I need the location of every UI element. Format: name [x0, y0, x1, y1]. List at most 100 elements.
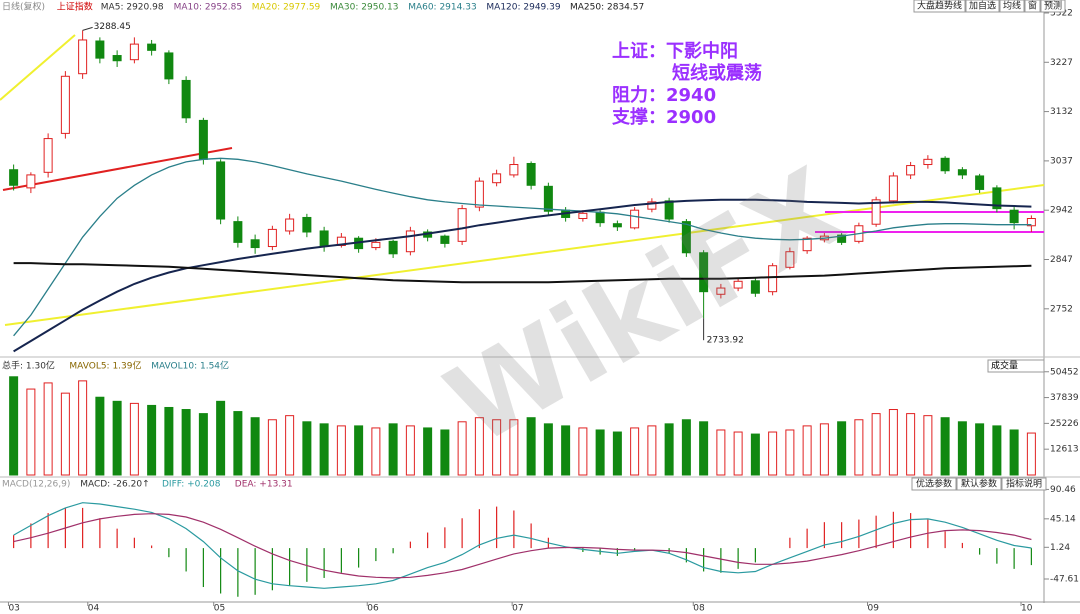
candle-body — [302, 216, 312, 233]
volume-bar — [733, 431, 743, 476]
volume-bar — [923, 415, 933, 476]
legend-item: MA20: 2977.59 — [252, 3, 321, 13]
candle-body — [906, 165, 916, 176]
indicator-button-label[interactable]: 优选参数 — [916, 478, 952, 490]
indicator-button[interactable] — [911, 477, 957, 491]
x-tick-label: 08 — [693, 604, 705, 614]
volume-legend: MAVOL5: 1.39亿 — [69, 360, 141, 372]
volume-bar — [60, 392, 70, 476]
volume-bar — [164, 406, 174, 476]
toolbar-button-label[interactable]: 窗 — [1028, 0, 1037, 12]
volume-bar — [9, 376, 19, 476]
macd-line — [13, 513, 1032, 579]
toolbar-button-label[interactable]: 预测 — [1044, 1, 1062, 12]
volume-select-label[interactable]: 成交量 — [991, 360, 1018, 372]
volume-bar — [336, 425, 346, 476]
volume-legend: 总手: 1.30亿 — [2, 360, 55, 372]
toolbar-button[interactable] — [965, 0, 1000, 13]
volume-bar — [388, 423, 398, 476]
volume-bar — [940, 417, 950, 476]
candle-body — [1026, 218, 1036, 227]
candle-body — [440, 235, 450, 244]
legend-item: MA5: 2920.98 — [101, 3, 164, 13]
candle-body — [837, 234, 847, 243]
candle-body — [95, 40, 105, 59]
candle-body — [267, 228, 277, 248]
ma-line — [13, 262, 1032, 284]
indicator-button[interactable] — [1001, 477, 1047, 491]
candle-body — [43, 138, 53, 173]
volume-bar — [267, 419, 277, 476]
volume-bar — [561, 425, 571, 476]
candle-body — [388, 240, 398, 255]
volume-legend: MAVOL10: 1.54亿 — [151, 360, 229, 372]
candle-body — [699, 252, 709, 293]
volume-bar — [181, 409, 191, 476]
volume-bar — [595, 429, 605, 476]
volume-select[interactable] — [987, 359, 1045, 373]
volume-bar — [768, 431, 778, 476]
candle-body — [578, 212, 588, 220]
candle-body — [750, 280, 760, 294]
candle-body — [457, 208, 467, 242]
y-tick-label: 2942 — [1050, 206, 1073, 216]
y-tick-label: 1.24 — [1050, 543, 1070, 553]
y-tick-label: 25226 — [1050, 419, 1079, 429]
volume-bar — [250, 417, 260, 476]
candle-body — [630, 209, 640, 229]
volume-bar — [285, 415, 295, 476]
candle-body — [716, 287, 726, 295]
y-tick-label: 2752 — [1050, 304, 1073, 314]
x-tick-label: 10 — [1021, 604, 1033, 614]
volume-bar — [1026, 432, 1036, 476]
legend-item: MA10: 2952.85 — [174, 3, 242, 13]
volume-bar — [95, 396, 105, 476]
toolbar-button-label[interactable]: 均线 — [1003, 0, 1021, 12]
volume-bar — [612, 431, 622, 476]
candle-body — [768, 265, 778, 293]
toolbar-button-label[interactable]: 加自选 — [969, 0, 996, 12]
volume-bar — [26, 388, 36, 476]
toolbar-button-label[interactable]: 大盘趋势线 — [917, 0, 962, 12]
macd-legend: DIFF: +0.208 — [162, 480, 221, 490]
candle-body — [785, 251, 795, 268]
volume-bar — [854, 419, 864, 476]
indicator-button-label[interactable]: 指标说明 — [1006, 478, 1042, 490]
volume-bar — [837, 421, 847, 476]
volume-bar — [750, 433, 760, 476]
toolbar-button[interactable] — [913, 0, 966, 13]
annotation: 阻力：2940 — [612, 85, 716, 106]
volume-bar — [543, 423, 553, 476]
legend-item: MA30: 2950.13 — [330, 3, 398, 13]
indicator-button-label[interactable]: 默认参数 — [961, 478, 997, 490]
legend-item: 上证指数 — [57, 1, 93, 13]
toolbar-button[interactable] — [1024, 0, 1041, 13]
toolbar-button[interactable] — [1040, 0, 1066, 13]
candle-body — [371, 241, 381, 249]
candle-body — [285, 218, 295, 232]
y-tick-label: 90.46 — [1050, 485, 1076, 495]
candle-body — [526, 162, 536, 186]
volume-bar — [319, 423, 329, 476]
y-tick-label: 12613 — [1050, 445, 1079, 455]
candle-body — [60, 75, 70, 134]
volume-bar — [78, 380, 88, 476]
volume-bar — [112, 400, 122, 476]
volume-bar — [492, 419, 502, 476]
candle-body — [975, 175, 985, 190]
volume-bar — [216, 400, 226, 476]
candle-body — [112, 55, 122, 62]
volume-bar — [992, 425, 1002, 476]
volume-bar — [302, 421, 312, 476]
candle-body — [9, 169, 19, 186]
volume-bar — [198, 413, 208, 476]
candle-body — [147, 43, 157, 51]
candle-body — [129, 43, 139, 61]
indicator-button[interactable] — [956, 477, 1002, 491]
trend-line — [4, 184, 1045, 326]
volume-bar — [43, 382, 53, 476]
toolbar-button[interactable] — [999, 0, 1025, 13]
